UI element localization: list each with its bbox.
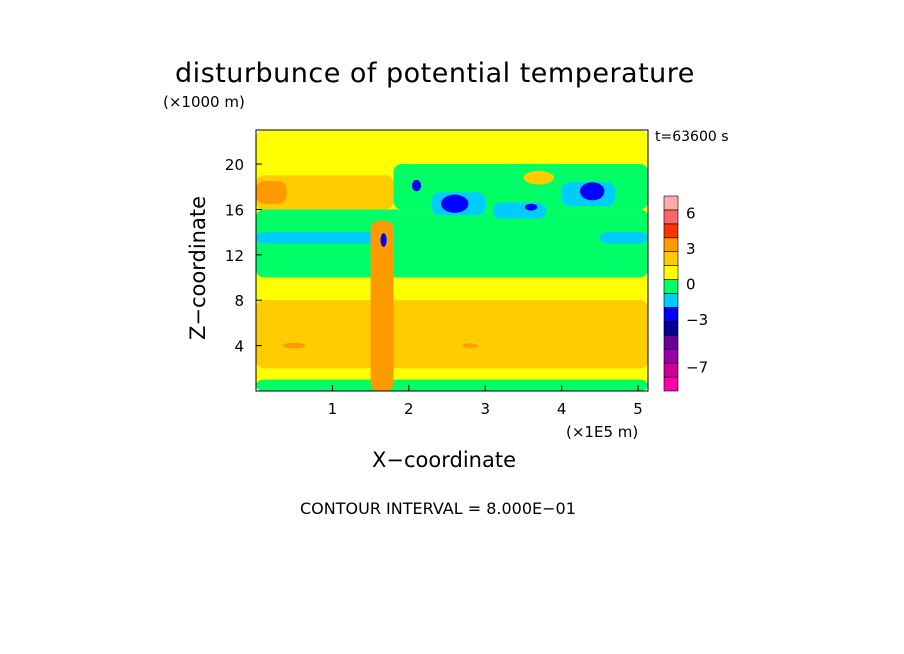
- colorbar-swatch-5: [663, 307, 679, 322]
- colorbar: 6 3 0 −3 −7: [663, 195, 708, 392]
- x-tick-label-0: 1: [328, 400, 338, 418]
- y-tick-label-0: 4: [234, 338, 244, 356]
- field-region-11: [370, 220, 394, 391]
- colorbar-swatch-12: [663, 209, 679, 225]
- colorbar-swatch-11: [663, 223, 679, 239]
- field-cell-1: [524, 203, 538, 211]
- colorbar-swatch-9: [663, 251, 679, 266]
- field-region-12: [599, 232, 648, 244]
- colorbar-label-3: −3: [686, 311, 708, 329]
- colorbar-swatch-6: [663, 293, 679, 308]
- x-tick-label-4: 5: [633, 400, 643, 418]
- y-axis: 4 8 12 16 20: [225, 156, 262, 356]
- y-tick-label-3: 16: [225, 201, 244, 219]
- y-tick-label-2: 12: [225, 247, 244, 265]
- field-region-2: [256, 300, 648, 369]
- colorbar-swatch-0: [663, 376, 679, 392]
- heatmap-field: [256, 130, 648, 391]
- field-region-6: [256, 181, 287, 204]
- y-axis-unit: (×1000 m): [163, 93, 245, 111]
- x-tick-label-3: 4: [557, 400, 567, 418]
- field-cell-5: [523, 170, 555, 185]
- colorbar-label-2: 0: [686, 276, 696, 294]
- field-region-7: [256, 232, 394, 244]
- colorbar-swatch-4: [663, 321, 679, 336]
- field-cell-6: [462, 343, 478, 348]
- field-cell-2: [579, 182, 605, 201]
- x-tick-label-2: 3: [480, 400, 490, 418]
- colorbar-swatch-8: [663, 265, 679, 280]
- x-axis-unit: (×1E5 m): [566, 423, 639, 441]
- chart-title: disturbunce of potential temperature: [175, 58, 695, 89]
- field-cell-3: [411, 179, 422, 192]
- x-axis-label: X−coordinate: [372, 448, 516, 472]
- field-cell-7: [282, 342, 306, 349]
- field-region-9: [492, 202, 547, 219]
- colorbar-swatch-10: [663, 237, 679, 253]
- contour-interval-note: CONTOUR INTERVAL = 8.000E−01: [300, 499, 576, 518]
- field-region-1: [256, 379, 648, 391]
- colorbar-swatch-7: [663, 279, 679, 294]
- colorbar-label-1: 3: [686, 240, 696, 258]
- colorbar-swatch-1: [663, 362, 679, 378]
- x-axis: 1 2 3 4 5: [328, 385, 643, 418]
- x-tick-label-1: 2: [404, 400, 414, 418]
- colorbar-swatch-13: [663, 195, 679, 211]
- field-region-3: [256, 209, 648, 278]
- field-cell-0: [440, 194, 469, 213]
- field-region-5: [256, 175, 394, 210]
- time-label: t=63600 s: [655, 129, 729, 145]
- colorbar-label-4: −7: [686, 358, 708, 376]
- y-tick-label-1: 8: [234, 292, 244, 310]
- colorbar-swatch-2: [663, 348, 679, 364]
- y-tick-label-4: 20: [225, 156, 244, 174]
- plot-frame: [255, 129, 649, 392]
- colorbar-label-0: 6: [686, 205, 696, 223]
- colorbar-swatch-3: [663, 334, 679, 350]
- field-cell-4: [380, 233, 387, 247]
